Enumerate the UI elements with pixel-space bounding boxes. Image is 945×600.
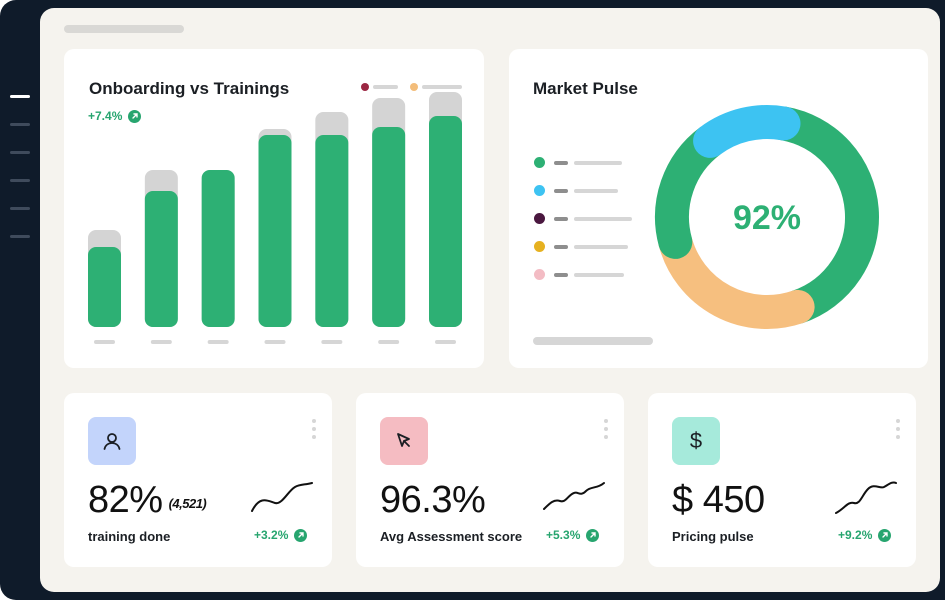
market-pulse-card: Market Pulse 92% xyxy=(509,49,928,368)
user-icon xyxy=(88,417,136,465)
trend-indicator: +5.3% xyxy=(546,528,600,542)
x-tick-label-placeholder xyxy=(321,340,343,344)
more-options-icon[interactable] xyxy=(312,419,316,439)
donut-center-value: 92% xyxy=(732,199,802,237)
sparkline xyxy=(835,481,897,514)
legend-label-placeholder xyxy=(574,161,622,165)
sidebar-item-4[interactable] xyxy=(10,179,30,182)
arrow-up-right-icon xyxy=(586,528,600,542)
legend-marker-placeholder xyxy=(554,217,568,221)
kpi-card-pricing: $ $ 450 Pricing pulse +9.2% xyxy=(648,393,916,567)
kpi-label: training done xyxy=(88,529,171,544)
x-tick-label-placeholder xyxy=(378,340,400,344)
kpi-card-training: 82% (4,521) training done +3.2% xyxy=(64,393,332,567)
cursor-icon xyxy=(380,417,428,465)
legend-label-placeholder xyxy=(574,189,618,193)
sparkline xyxy=(251,482,313,512)
trend-value: +5.3% xyxy=(546,528,581,542)
donut-segment xyxy=(766,106,879,324)
sidebar-item-6[interactable] xyxy=(10,235,30,238)
trend-value: +9.2% xyxy=(838,528,873,542)
kpi-value: 96.3% xyxy=(380,479,486,522)
bar xyxy=(429,116,462,327)
bar xyxy=(88,247,121,327)
kpi-main-value: 96.3% xyxy=(380,479,486,521)
legend-marker-placeholder xyxy=(554,161,568,165)
kpi-value: $ 450 xyxy=(672,479,765,522)
bar xyxy=(372,127,406,327)
kpi-card-assessment: 96.3% Avg Assessment score +5.3% xyxy=(356,393,624,567)
sidebar xyxy=(0,0,40,600)
arrow-up-right-icon xyxy=(128,109,142,123)
legend-marker-placeholder xyxy=(554,245,568,249)
more-options-icon[interactable] xyxy=(896,419,900,439)
dollar-icon: $ xyxy=(672,417,720,465)
legend-dot xyxy=(534,269,545,280)
kpi-main-value: 82% xyxy=(88,479,163,521)
legend-dot xyxy=(534,157,545,168)
legend-dot-onboarding xyxy=(361,83,369,91)
sidebar-item-5[interactable] xyxy=(10,207,30,210)
footer-placeholder xyxy=(533,337,653,345)
legend-label-placeholder xyxy=(574,245,628,249)
trend-value: +7.4% xyxy=(88,109,123,123)
arrow-up-right-icon xyxy=(878,528,892,542)
card-title: Market Pulse xyxy=(533,79,638,98)
trend-indicator: +3.2% xyxy=(254,528,308,542)
bar xyxy=(315,135,349,327)
kpi-main-value: $ 450 xyxy=(672,479,765,521)
sparkline xyxy=(543,482,605,510)
card-title: Onboarding vs Trainings xyxy=(89,79,290,98)
bar xyxy=(144,191,178,327)
sidebar-item-2[interactable] xyxy=(10,123,30,126)
donut-segment xyxy=(658,224,815,329)
bar-chart xyxy=(88,92,462,344)
legend-dot-trainings xyxy=(410,83,418,91)
legend-label-placeholder xyxy=(574,217,632,221)
kpi-label: Avg Assessment score xyxy=(380,529,523,544)
x-tick-label-placeholder xyxy=(150,340,172,344)
x-tick-label-placeholder xyxy=(207,340,229,344)
legend-marker-placeholder xyxy=(554,273,568,277)
legend-dot xyxy=(534,241,545,252)
trend-indicator: +7.4% xyxy=(88,109,142,123)
legend-dot xyxy=(534,185,545,196)
header-placeholder xyxy=(64,25,184,33)
trend-indicator: +9.2% xyxy=(838,528,892,542)
kpi-label: Pricing pulse xyxy=(672,529,754,544)
more-options-icon[interactable] xyxy=(604,419,608,439)
bar xyxy=(201,170,235,327)
onboarding-card: Onboarding vs Trainings +7.4% xyxy=(64,49,484,368)
trend-value: +3.2% xyxy=(254,528,289,542)
dashboard-canvas: Onboarding vs Trainings +7.4% Market Pul… xyxy=(40,8,940,592)
bar xyxy=(258,135,292,327)
legend-label-placeholder xyxy=(422,85,462,89)
donut-segment xyxy=(693,105,801,158)
legend-label-placeholder xyxy=(574,273,624,277)
sidebar-item-1[interactable] xyxy=(10,95,30,98)
donut-chart xyxy=(655,105,879,329)
kpi-value: 82% (4,521) xyxy=(88,479,207,522)
legend-marker-placeholder xyxy=(554,189,568,193)
legend-dot xyxy=(534,213,545,224)
x-tick-label-placeholder xyxy=(264,340,286,344)
kpi-count: (4,521) xyxy=(168,496,207,511)
x-tick-label-placeholder xyxy=(435,340,456,344)
sidebar-item-3[interactable] xyxy=(10,151,30,154)
x-tick-label-placeholder xyxy=(94,340,115,344)
legend-label-placeholder xyxy=(373,85,398,89)
arrow-up-right-icon xyxy=(294,528,308,542)
